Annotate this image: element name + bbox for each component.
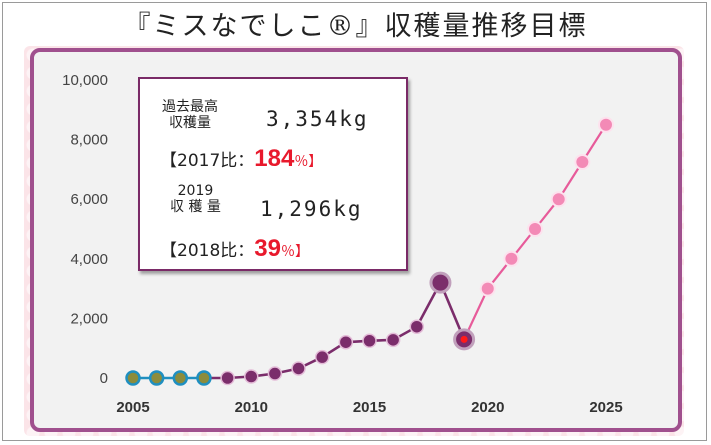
y-tick-label: 0 bbox=[100, 370, 108, 387]
y-tick-label: 8,000 bbox=[70, 132, 108, 149]
outer-frame bbox=[2, 2, 707, 441]
data-point bbox=[196, 370, 212, 386]
data-point bbox=[550, 191, 567, 208]
y-tick-label: 4,000 bbox=[70, 251, 108, 268]
data-point bbox=[574, 153, 591, 170]
x-axis: 2005 2010 2015 2020 2025 bbox=[116, 399, 622, 416]
y-tick-label: 2,000 bbox=[70, 310, 108, 327]
x-tick-label: 2010 bbox=[235, 399, 268, 416]
data-point bbox=[220, 370, 235, 386]
data-point bbox=[148, 370, 165, 386]
data-point bbox=[314, 349, 330, 365]
data-point bbox=[338, 334, 354, 350]
data-point bbox=[409, 319, 425, 334]
x-tick-label: 2015 bbox=[353, 399, 386, 416]
year-2019-label: 2019 収 穫 量 bbox=[170, 183, 221, 215]
data-point bbox=[429, 271, 452, 294]
record-value: 3,354kg bbox=[266, 107, 369, 131]
series-line bbox=[203, 279, 466, 380]
data-point bbox=[479, 280, 496, 297]
series-points bbox=[125, 116, 614, 386]
data-point bbox=[598, 116, 614, 133]
data-point bbox=[172, 370, 189, 386]
data-point bbox=[244, 369, 259, 384]
data-point bbox=[362, 333, 377, 348]
record-label: 過去最高 収穫量 bbox=[162, 99, 218, 131]
y-tick-label: 10,000 bbox=[62, 72, 108, 89]
data-point bbox=[503, 250, 520, 267]
data-point-highlight bbox=[460, 335, 468, 343]
data-point bbox=[291, 361, 306, 376]
y-tick-label: 6,000 bbox=[70, 191, 108, 208]
info-box: 過去最高 収穫量 3,354kg 【2017比：184％】 2019 収 穫 量… bbox=[138, 77, 408, 271]
chart-title: 『ミスなでしこ®』収穫量推移目標 bbox=[123, 11, 588, 42]
data-point bbox=[385, 332, 401, 348]
x-tick-label: 2025 bbox=[589, 399, 622, 416]
year-2019-value: 1,296kg bbox=[260, 197, 363, 221]
y-axis: 0 2,000 4,000 6,000 8,000 10,000 bbox=[62, 72, 108, 387]
data-point bbox=[527, 221, 544, 237]
x-tick-label: 2005 bbox=[116, 399, 149, 416]
data-point bbox=[125, 370, 141, 386]
x-tick-label: 2020 bbox=[471, 399, 504, 416]
year-2019-ratio: 【2018比：39％】 bbox=[160, 235, 309, 262]
data-point bbox=[267, 366, 283, 381]
record-ratio: 【2017比：184％】 bbox=[160, 145, 323, 172]
